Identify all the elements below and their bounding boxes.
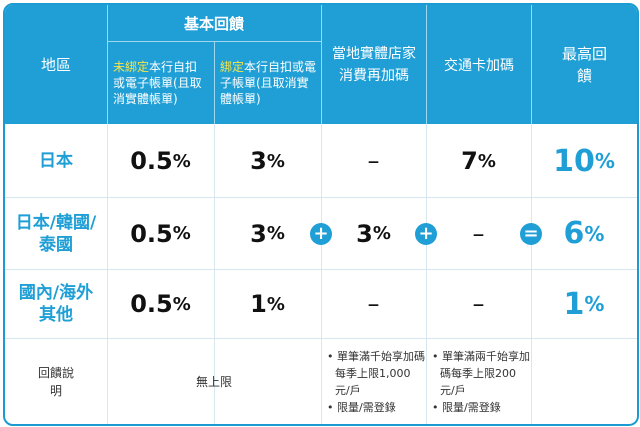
plus-icon: + (415, 223, 437, 245)
header-bound: 綁定本行自扣或電子帳單(且取消實體帳單) (218, 43, 320, 123)
row-japan-local: – (367, 147, 380, 175)
row-other-local: – (367, 290, 380, 318)
notes-transit: • 單筆滿兩千始享加碼每季上限200元/戶 • 限量/需登錄 (430, 341, 530, 423)
row-japan-unbound: 0.5% (130, 147, 191, 175)
row-jkt-local: 3% (356, 219, 391, 248)
notes-local: • 單筆滿千始享加碼每季上限1,000元/戶 • 限量/需登錄 (325, 341, 425, 423)
unbound-text: 本行自扣或電子帳單(且取消實體帳單) (113, 60, 202, 106)
row-other-region: 國內/海外其他 (18, 283, 94, 325)
notes-label: 回饋說明 (37, 365, 74, 398)
row-other-transit: – (472, 290, 485, 318)
row-japan-transit: 7% (461, 147, 496, 175)
notes-local-1: • 單筆滿千始享加碼每季上限1,000元/戶 (327, 350, 425, 397)
notes-transit-2: • 限量/需登錄 (432, 401, 501, 414)
header-region: 地區 (40, 56, 71, 74)
row-jkt-region: 日本/韓國/泰國 (15, 212, 97, 255)
row-other-bound: 1% (250, 290, 285, 318)
row-japan-bound: 3% (250, 147, 285, 175)
notes-local-2: • 限量/需登錄 (327, 401, 396, 414)
plus-icon: + (310, 223, 332, 245)
header-transit: 交通卡加碼 (444, 57, 514, 74)
row-jkt-transit: – (472, 219, 485, 248)
row-jkt-unbound: 0.5% (130, 219, 191, 248)
header-basic-group: 基本回饋 (183, 14, 244, 33)
notes-transit-1: • 單筆滿兩千始享加碼每季上限200元/戶 (432, 350, 530, 397)
row-other-max: 1% (563, 286, 605, 322)
header-local-store: 當地實體店家消費再加碼 (332, 45, 416, 84)
row-japan-max: 10% (553, 143, 615, 179)
row-other-unbound: 0.5% (130, 290, 191, 318)
header-unbound: 未綁定本行自扣或電子帳單(且取消實體帳單) (111, 43, 211, 123)
row-japan-region: 日本 (39, 151, 73, 171)
bound-highlight: 綁定 (220, 60, 245, 74)
notes-basic: 無上限 (195, 375, 232, 389)
bound-text: 本行自扣或電子帳單(且取消實體帳單) (220, 60, 317, 106)
row-jkt-max: 6% (563, 216, 605, 251)
equals-icon: = (520, 223, 542, 245)
row-jkt-bound: 3% (250, 219, 285, 248)
unbound-highlight: 未綁定 (113, 60, 150, 74)
header-max: 最高回饋 (562, 44, 608, 85)
rebate-table: 地區 基本回饋 未綁定本行自扣或電子帳單(且取消實體帳單) 綁定本行自扣或電子帳… (3, 3, 639, 426)
